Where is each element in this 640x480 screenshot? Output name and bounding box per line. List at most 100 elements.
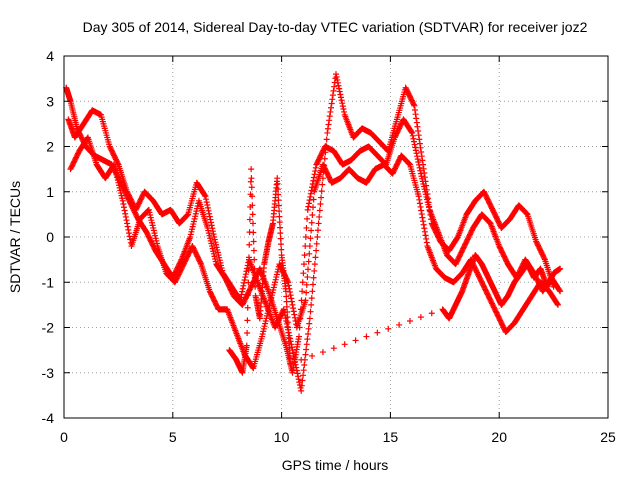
data-point	[339, 103, 346, 110]
data-point	[306, 320, 313, 327]
data-point	[319, 181, 326, 188]
data-point	[406, 160, 413, 167]
data-point	[405, 160, 412, 167]
data-point	[285, 329, 292, 336]
data-point	[305, 203, 312, 210]
data-point	[420, 218, 427, 225]
x-tick-label: 25	[600, 429, 616, 445]
data-point	[303, 281, 310, 288]
x-tick-label: 10	[274, 429, 290, 445]
data-point	[421, 174, 428, 181]
data-point	[206, 210, 213, 217]
data-point	[120, 201, 127, 208]
data-point	[302, 351, 309, 358]
x-tick-label: 20	[491, 429, 507, 445]
data-point	[550, 283, 557, 290]
data-point	[339, 100, 346, 107]
data-point	[325, 121, 332, 128]
data-point	[209, 228, 216, 235]
data-point	[421, 225, 428, 232]
data-point	[286, 345, 293, 352]
data-point	[295, 376, 302, 383]
data-point	[308, 219, 315, 226]
data-point	[311, 261, 318, 268]
data-point	[418, 148, 425, 155]
data-point	[244, 317, 251, 324]
data-point	[426, 207, 433, 214]
data-point	[318, 188, 325, 195]
data-point	[240, 282, 247, 289]
data-point	[245, 292, 252, 299]
data-point	[417, 203, 424, 210]
data-point	[245, 279, 252, 286]
data-point	[276, 208, 283, 215]
data-point	[277, 241, 284, 248]
x-axis-label: GPS time / hours	[282, 457, 389, 473]
data-point	[412, 111, 419, 118]
data-point	[203, 199, 210, 206]
data-point	[201, 192, 208, 199]
data-point	[326, 113, 333, 120]
data-point	[278, 246, 285, 253]
data-point	[333, 74, 340, 81]
data-point	[237, 297, 244, 304]
data-point	[251, 256, 258, 263]
data-point	[421, 170, 428, 177]
data-point	[290, 305, 297, 312]
data-point	[414, 156, 421, 163]
data-point	[246, 241, 253, 248]
data-point	[316, 207, 323, 214]
data-point	[305, 200, 312, 207]
data-point	[237, 294, 244, 301]
data-point	[284, 319, 291, 326]
data-point	[309, 352, 316, 359]
data-point	[210, 231, 217, 238]
data-point	[285, 282, 292, 289]
data-point	[409, 129, 416, 136]
data-point	[250, 247, 257, 254]
data-point	[248, 175, 255, 182]
data-point	[309, 281, 316, 288]
data-point	[249, 364, 256, 371]
data-point	[291, 311, 298, 318]
data-point	[275, 191, 282, 198]
data-point	[321, 155, 328, 162]
data-point	[286, 355, 293, 362]
data-point	[241, 276, 248, 283]
data-point	[423, 235, 430, 242]
data-point	[286, 288, 293, 295]
data-point	[335, 82, 342, 89]
data-point	[413, 115, 420, 122]
data-point	[302, 234, 309, 240]
y-tick-label: 2	[46, 139, 54, 155]
series-trace-c	[67, 134, 561, 372]
series-trace-d	[226, 166, 564, 376]
data-point	[334, 76, 341, 83]
data-point	[337, 91, 344, 98]
data-point	[328, 104, 335, 111]
data-point	[299, 377, 306, 384]
data-point	[554, 300, 561, 307]
data-point	[283, 298, 290, 305]
y-tick-label: -3	[42, 365, 55, 381]
data-point	[294, 370, 301, 377]
data-point	[412, 144, 419, 151]
data-point	[309, 288, 316, 295]
data-point	[309, 212, 316, 219]
data-point	[274, 175, 281, 182]
data-point	[291, 358, 298, 365]
data-point	[293, 367, 300, 374]
data-point	[299, 279, 306, 286]
chart-title: Day 305 of 2014, Sidereal Day-to-day VTE…	[83, 19, 588, 35]
data-point	[300, 261, 307, 268]
data-point	[298, 356, 305, 363]
data-point	[207, 216, 214, 223]
data-point	[324, 129, 331, 136]
data-point	[308, 187, 315, 194]
data-point	[304, 336, 311, 343]
data-point	[295, 373, 302, 380]
data-point	[308, 295, 315, 302]
data-point	[275, 202, 282, 209]
data-point	[249, 193, 256, 200]
data-point	[411, 141, 418, 148]
